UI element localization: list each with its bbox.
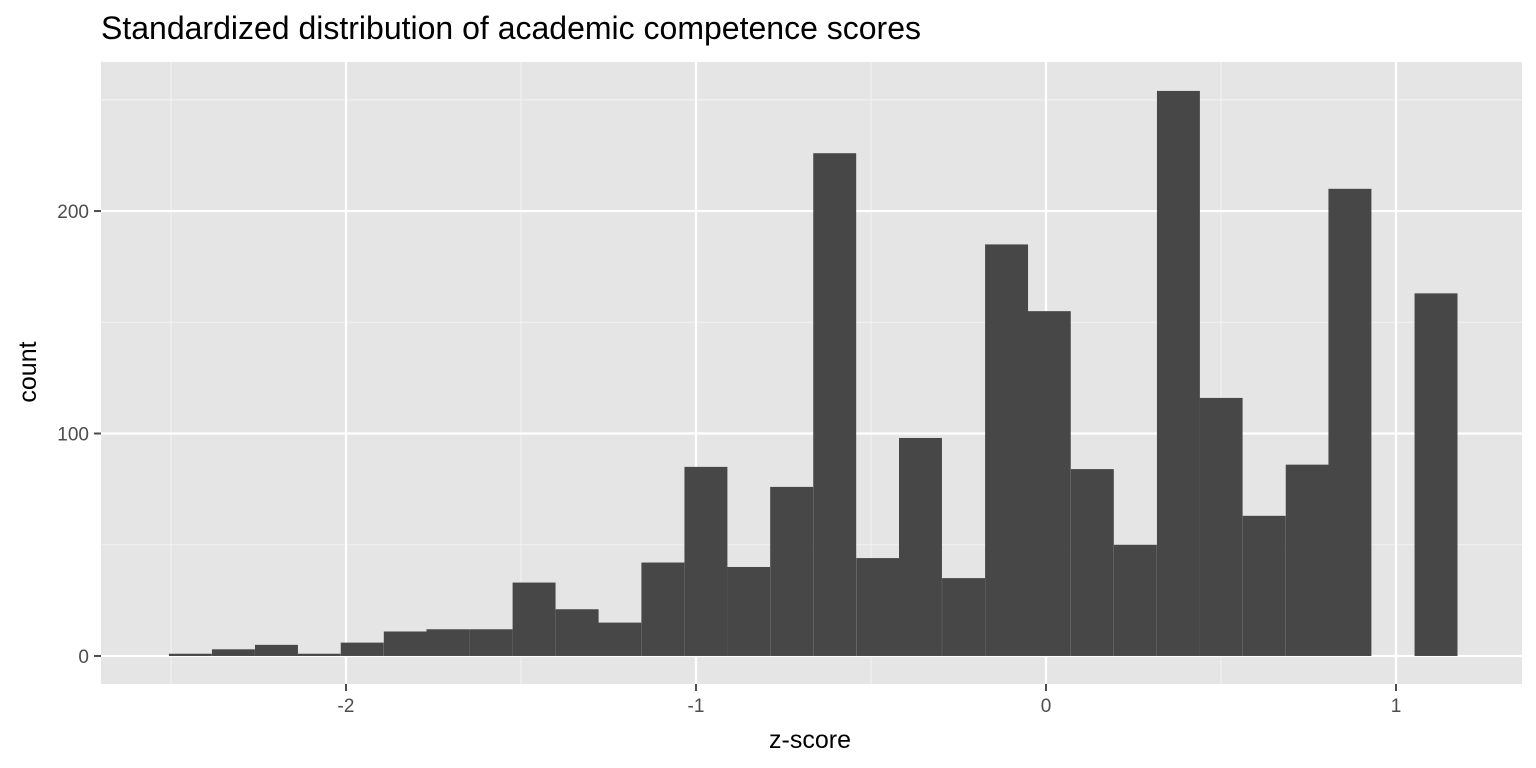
- histogram-bar: [1070, 469, 1114, 656]
- histogram-bar: [899, 437, 942, 656]
- histogram-bar: [512, 582, 556, 656]
- histogram-bar: [727, 566, 771, 656]
- histogram-bar: [1199, 397, 1243, 656]
- histogram-bar: [1242, 515, 1286, 656]
- x-tick-label: 0: [1041, 696, 1052, 717]
- histogram-bar: [942, 578, 985, 656]
- x-axis: -2 -1 0 1: [338, 684, 1402, 717]
- histogram-bar: [598, 622, 642, 656]
- histogram-bar: [1414, 293, 1458, 656]
- histogram-bar: [641, 562, 685, 656]
- histogram-bar: [1328, 188, 1372, 656]
- x-tick-label: -1: [688, 696, 705, 717]
- histogram-bar: [211, 649, 255, 656]
- histogram-bar: [813, 153, 857, 656]
- y-axis-title: count: [14, 341, 42, 402]
- histogram-bar: [684, 466, 728, 656]
- histogram-bar: [985, 244, 1029, 656]
- x-axis-title: z-score: [769, 726, 851, 754]
- histogram-bar: [168, 653, 212, 656]
- chart-title: Standardized distribution of academic co…: [101, 10, 921, 46]
- y-tick-label: 0: [78, 647, 89, 668]
- histogram-bar: [255, 644, 298, 656]
- x-tick-label: 1: [1391, 696, 1402, 717]
- histogram-bar: [426, 629, 470, 656]
- y-axis: 0 100 200: [57, 202, 101, 668]
- histogram-bar: [555, 609, 599, 656]
- histogram-bar: [770, 486, 814, 656]
- histogram-bar: [856, 558, 900, 656]
- histogram-bar: [469, 629, 513, 656]
- histogram-bars: [168, 90, 1458, 656]
- histogram-bar: [1027, 311, 1071, 656]
- histogram-bar: [297, 653, 341, 656]
- y-tick-label: 100: [57, 425, 89, 446]
- x-tick-label: -2: [338, 696, 355, 717]
- y-tick-label: 200: [57, 202, 89, 223]
- histogram-bar: [1156, 90, 1200, 656]
- histogram-bar: [383, 631, 427, 656]
- histogram-bar: [1285, 464, 1329, 656]
- histogram-bar: [340, 642, 384, 656]
- histogram-bar: [1113, 544, 1157, 656]
